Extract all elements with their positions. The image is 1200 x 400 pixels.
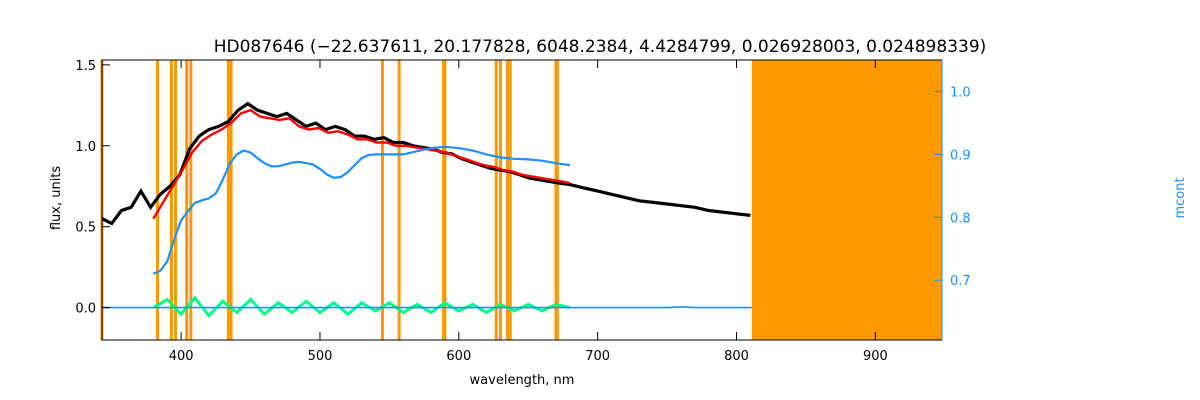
chart-title: HD087646 (−22.637611, 20.177828, 6048.23… [214,37,987,57]
y-axis-label: flux, units [49,166,64,231]
y-tick-label-2: 1.0 [75,140,96,155]
y-tick-label-0: 0.0 [75,302,96,317]
y2-tick-label-0: 0.7 [950,274,971,289]
series-residuals [152,295,571,318]
x-axis-label: wavelength, nm [470,373,575,388]
x-tick-label-0: 400 [169,349,194,364]
plot-area: 400 500 600 700 800 900 0.0 0.5 1.0 1.5 0.7 0.8 0.9 1… [75,59,970,364]
y-tick-label-3: 1.5 [75,59,96,74]
masked-region [751,60,942,340]
series-model [152,108,571,220]
x-tick-label-5: 900 [863,349,888,364]
series-observed [102,101,751,226]
series-continuum [152,145,571,275]
y-tick-label-1: 0.5 [75,221,96,236]
x-tick-label-2: 600 [446,349,471,364]
right-axis-label: mcont [1173,177,1188,218]
y2-tick-label-1: 0.8 [950,211,971,226]
x-tick-label-3: 700 [585,349,610,364]
y2-tick-label-2: 0.9 [950,148,971,163]
series-baseline [102,305,752,309]
x-tick-label-1: 500 [308,349,333,364]
y2-tick-label-3: 1.0 [950,85,971,100]
x-tick-label-4: 800 [724,349,749,364]
